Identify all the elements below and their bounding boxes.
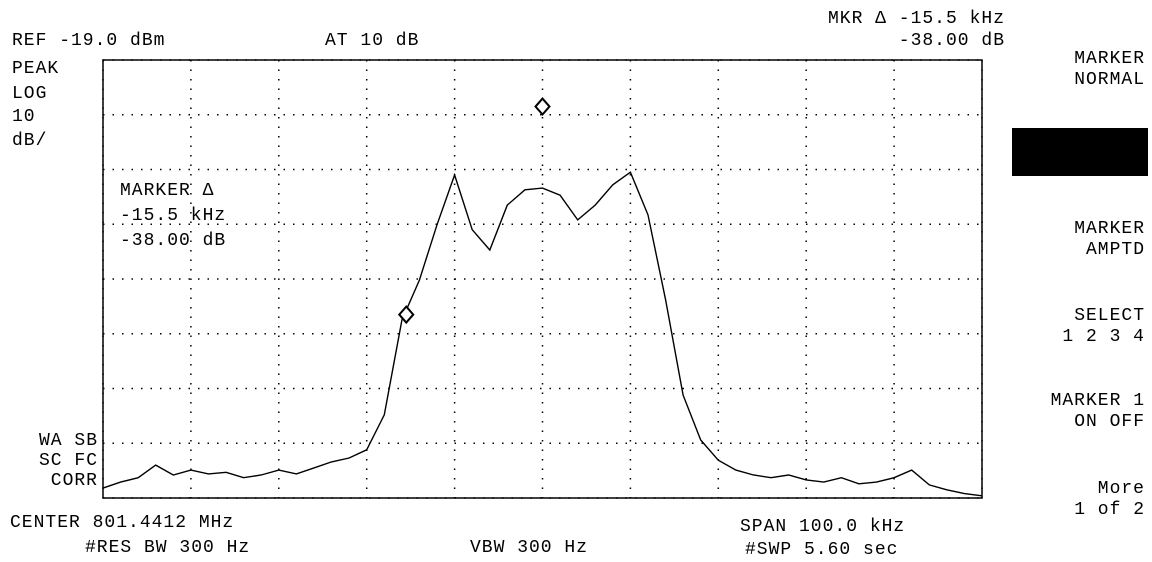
attenuation: AT 10 dB [325,31,419,51]
marker-box-line: -15.5 kHz [120,206,226,226]
softkey-label: 1 2 3 4 [1062,327,1145,347]
status-flag: CORR [51,471,98,491]
marker-box-line: -38.00 dB [120,231,226,251]
spectrum-trace [102,171,983,497]
softkey-label: NORMAL [1074,70,1145,90]
softkey-label: More [1098,479,1145,499]
status-flag: SC FC [39,451,98,471]
softkey-label: Δ [1133,154,1145,174]
softkey-label: AMPTD [1086,240,1145,260]
softkey-label: SELECT [1074,306,1145,326]
marker-diamond [397,305,415,325]
marker-readout: -38.00 dB [899,31,1005,51]
softkey-label: ON OFF [1074,412,1145,432]
marker-diamond [534,97,551,117]
scale-label: PEAK [12,59,59,79]
vbw: VBW 300 Hz [470,538,588,558]
span: SPAN 100.0 kHz [740,517,905,537]
softkey-label: MARKER [1074,49,1145,69]
ref-level: REF -19.0 dBm [12,31,165,51]
softkey-label: 1 of 2 [1074,500,1145,520]
softkey-highlight[interactable] [1012,128,1148,176]
status-flag: WA SB [39,431,98,451]
softkey-label: MARKER [1074,219,1145,239]
center-freq: CENTER 801.4412 MHz [10,513,234,533]
marker-box-line: MARKER Δ [120,181,214,201]
res-bw: #RES BW 300 Hz [85,538,250,558]
scale-label: dB/ [12,131,47,151]
marker-readout: MKR Δ -15.5 kHz [828,9,1005,29]
scale-label: LOG [12,84,47,104]
sweep-time: #SWP 5.60 sec [745,540,898,560]
softkey-label: MARKER [1074,133,1145,153]
softkey-label: MARKER 1 [1051,391,1145,411]
scale-label: 10 [12,107,36,127]
